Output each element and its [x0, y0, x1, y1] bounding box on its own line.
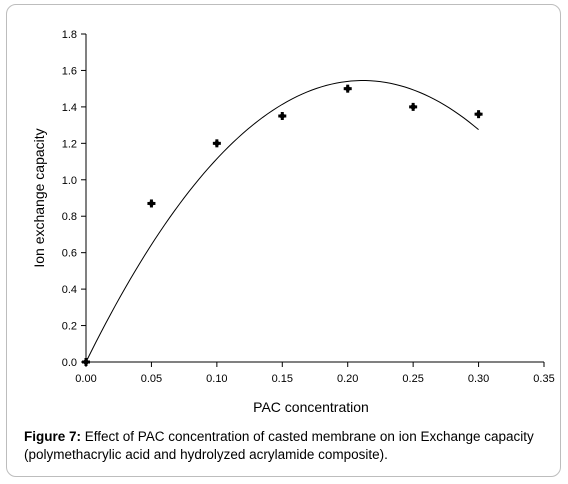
data-point [147, 199, 156, 208]
x-tick-label: 0.30 [468, 373, 489, 385]
x-tick-label: 0.00 [75, 373, 96, 385]
y-tick-label: 1.4 [62, 102, 77, 114]
y-tick-label: 0.2 [62, 321, 77, 333]
x-tick-label: 0.35 [533, 373, 554, 385]
x-tick-label: 0.15 [272, 373, 293, 385]
data-point-core [148, 200, 155, 207]
caption-label: Figure 7: [24, 429, 82, 444]
data-point [278, 112, 287, 120]
figure-frame [6, 4, 561, 477]
data-point-core [83, 359, 89, 365]
data-point-core [214, 140, 220, 146]
caption-text: Effect of PAC concentration of casted me… [24, 429, 534, 462]
x-tick-label: 0.10 [206, 373, 227, 385]
y-tick-label: 1.6 [62, 65, 77, 77]
data-point-core [410, 104, 416, 110]
data-point-core [475, 111, 482, 117]
data-point [409, 102, 418, 111]
y-tick-label: 0.0 [62, 357, 77, 369]
ticks: 0.00 0.05 0.10 0.15 0.20 0.25 0.30 0.35 0.0 0.2 0.… [62, 29, 555, 385]
y-tick-label: 0.4 [62, 284, 77, 296]
x-tick-label: 0.20 [337, 373, 358, 385]
data-point-core [279, 113, 285, 119]
data-point-core [345, 86, 351, 92]
data-point [343, 84, 352, 93]
y-axis-title: Ion exchange capacity [31, 128, 47, 267]
trendline [85, 80, 479, 363]
data-point [212, 139, 221, 148]
trend-curve [85, 80, 479, 363]
figure-caption: Figure 7: Effect of PAC concentration of… [24, 428, 544, 464]
x-tick-label: 0.05 [141, 373, 162, 385]
data-point [82, 358, 90, 366]
y-tick-label: 1.8 [62, 29, 77, 41]
x-tick-label: 0.25 [402, 373, 423, 385]
data-points [82, 84, 483, 366]
y-tick-label: 0.8 [62, 211, 77, 223]
y-tick-label: 1.0 [62, 175, 77, 187]
x-axis-title: PAC concentration [253, 399, 369, 415]
y-tick-label: 1.2 [62, 138, 77, 150]
axes [85, 34, 544, 363]
data-point [474, 110, 483, 119]
y-tick-label: 0.6 [62, 248, 77, 260]
